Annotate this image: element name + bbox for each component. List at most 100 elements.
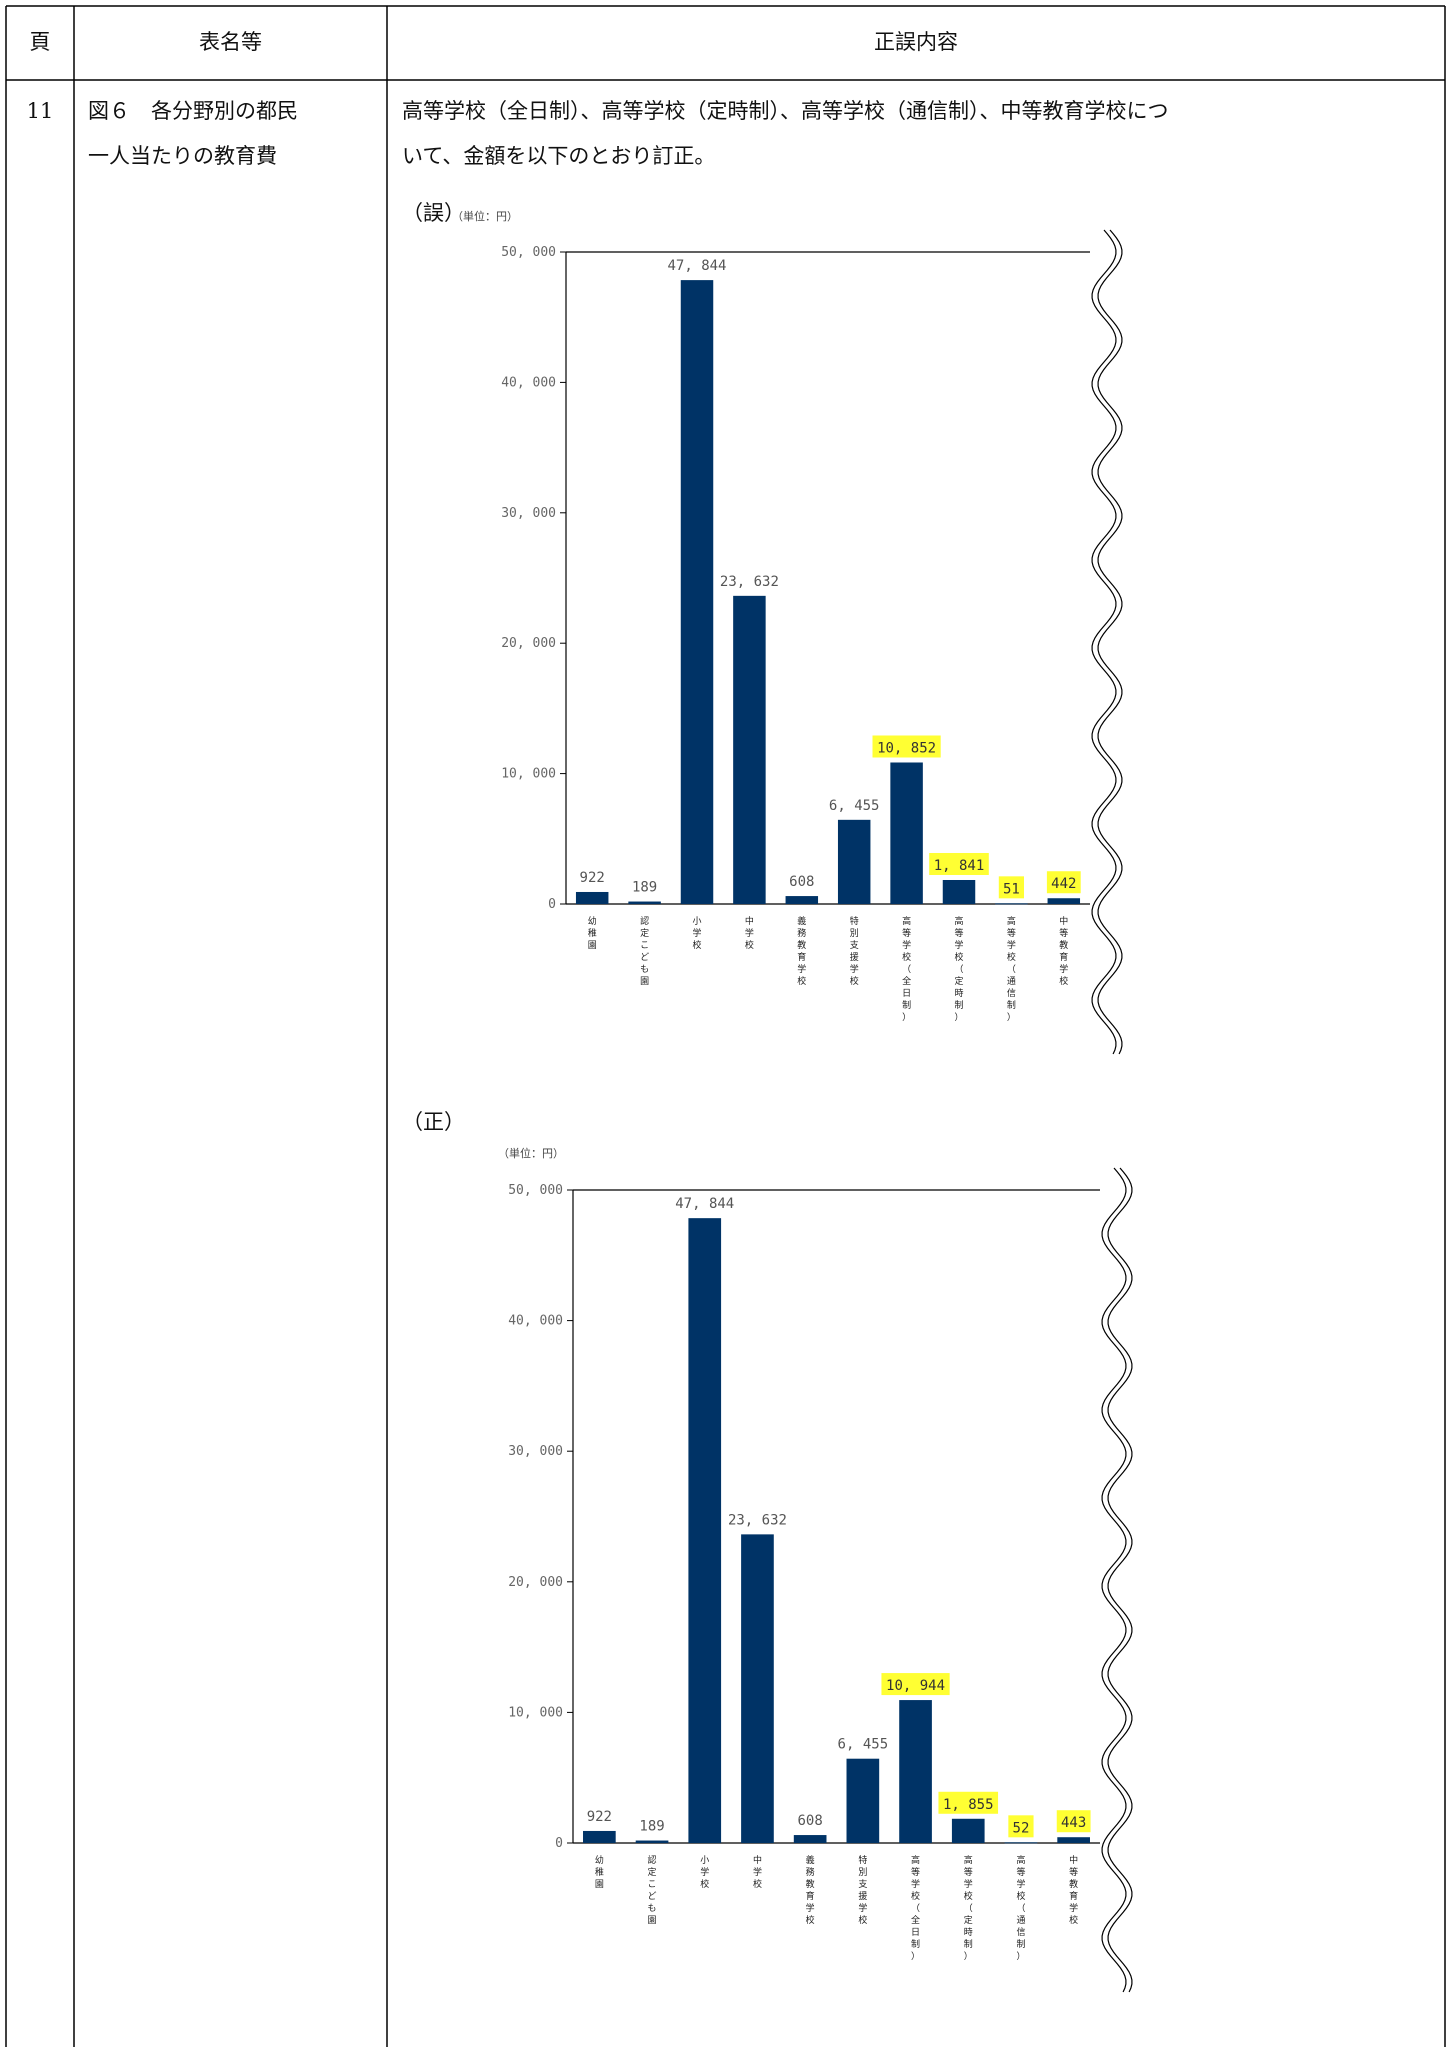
value-highlight	[929, 852, 989, 875]
data-label: 10, 852	[877, 740, 936, 756]
bar	[951, 1818, 985, 1843]
data-label: 10, 944	[886, 1678, 945, 1694]
value-highlight	[938, 1791, 999, 1814]
data-label: 52	[1013, 1820, 1030, 1836]
category-label: 高等学校（定時制）	[964, 1854, 973, 1962]
value-highlight	[1046, 871, 1081, 894]
table-name-line-1: 図６ 各分野別の都民	[88, 99, 298, 123]
data-label: 1, 841	[934, 858, 985, 874]
category-label: 中等教育学校	[1069, 1854, 1078, 1926]
category-label: 小学校	[692, 916, 701, 951]
category-label: 中学校	[745, 915, 754, 951]
category-label: 高等学校（全日制）	[902, 915, 911, 1023]
bar	[899, 1700, 932, 1843]
bar	[785, 896, 819, 904]
header-table-name: 表名等	[199, 30, 262, 54]
value-highlight	[881, 1673, 950, 1696]
value-highlight	[1056, 1810, 1091, 1833]
y-tick-label: 50, 000	[501, 245, 556, 260]
break-line	[1101, 1167, 1127, 1993]
category-label: 中学校	[753, 1854, 762, 1890]
bar	[635, 1840, 669, 1843]
data-label: 443	[1061, 1815, 1086, 1831]
row-page-number: 11	[26, 99, 54, 123]
y-tick-label: 10, 000	[501, 767, 556, 782]
data-label: 922	[580, 870, 605, 886]
category-label: 幼稚園	[588, 915, 597, 951]
break-line	[1097, 229, 1123, 1055]
correct-heading: （正）	[402, 1110, 465, 1134]
data-label: 608	[798, 1813, 823, 1829]
data-label: 189	[639, 1819, 664, 1835]
y-tick-label: 30, 000	[508, 1444, 563, 1459]
category-label: 義務教育学校	[806, 1854, 815, 1926]
bar	[1047, 898, 1081, 904]
bar	[680, 280, 714, 904]
table-name-line-2: 一人当たりの教育費	[88, 144, 277, 168]
category-label: 小学校	[700, 1855, 709, 1890]
wrong-heading: （誤）	[402, 201, 465, 225]
content-line-1: 高等学校（全日制）、高等学校（定時制）、高等学校（通信制）、中等教育学校につ	[402, 99, 1169, 123]
y-tick-label: 0	[548, 897, 556, 912]
category-label: 高等学校（通信制）	[1007, 915, 1016, 1023]
y-tick-label: 0	[555, 1836, 563, 1851]
y-tick-label: 30, 000	[501, 506, 556, 521]
bar	[583, 1830, 616, 1843]
bar	[741, 1534, 774, 1843]
y-tick-label: 10, 000	[508, 1705, 563, 1720]
category-label: 中等教育学校	[1059, 915, 1068, 987]
data-label: 189	[632, 880, 657, 896]
data-label: 1, 855	[943, 1797, 994, 1813]
bar	[1057, 1837, 1090, 1843]
data-label: 442	[1051, 876, 1076, 892]
value-highlight	[998, 876, 1024, 899]
data-label: 51	[1003, 881, 1020, 897]
bar	[890, 762, 923, 904]
y-tick-label: 40, 000	[508, 1314, 563, 1329]
bar	[733, 595, 766, 904]
category-label: 特別支援学校	[858, 1854, 867, 1926]
bar	[1004, 1842, 1038, 1844]
break-line	[1107, 1167, 1133, 1993]
content-line-2: いて、金額を以下のとおり訂正。	[402, 144, 716, 168]
data-label: 6, 455	[829, 798, 880, 814]
category-label: 認定こども園	[640, 915, 649, 987]
value-highlight	[1008, 1815, 1034, 1838]
category-label: 高等学校（定時制）	[954, 915, 963, 1023]
y-tick-label: 20, 000	[508, 1575, 563, 1590]
unit-label: （単位：円）	[498, 1146, 564, 1160]
bar	[846, 1758, 880, 1843]
bar	[628, 901, 661, 904]
data-label: 6, 455	[838, 1737, 889, 1753]
data-label: 23, 632	[720, 574, 779, 590]
bar	[942, 879, 976, 904]
bar	[575, 891, 609, 904]
bar	[793, 1835, 827, 1843]
break-line	[1091, 229, 1117, 1055]
header-content: 正誤内容	[874, 30, 958, 54]
bar	[688, 1218, 722, 1843]
category-label: 高等学校（全日制）	[911, 1854, 920, 1962]
category-label: 高等学校（通信制）	[1016, 1854, 1025, 1962]
header-page: 頁	[29, 30, 51, 54]
category-label: 幼稚園	[595, 1854, 604, 1890]
category-label: 義務教育学校	[797, 915, 806, 987]
category-label: 認定こども園	[648, 1854, 657, 1926]
data-label: 47, 844	[667, 258, 726, 274]
bar	[837, 819, 871, 904]
category-label: 特別支援学校	[850, 915, 859, 987]
data-label: 23, 632	[728, 1512, 787, 1528]
y-tick-label: 40, 000	[501, 375, 556, 390]
y-tick-label: 50, 000	[508, 1183, 563, 1198]
data-label: 922	[587, 1809, 612, 1825]
value-highlight	[872, 735, 941, 758]
unit-label: （単位：円）	[452, 209, 518, 223]
data-label: 608	[789, 874, 814, 890]
data-label: 47, 844	[675, 1196, 734, 1212]
bar	[995, 903, 1028, 905]
y-tick-label: 20, 000	[501, 636, 556, 651]
